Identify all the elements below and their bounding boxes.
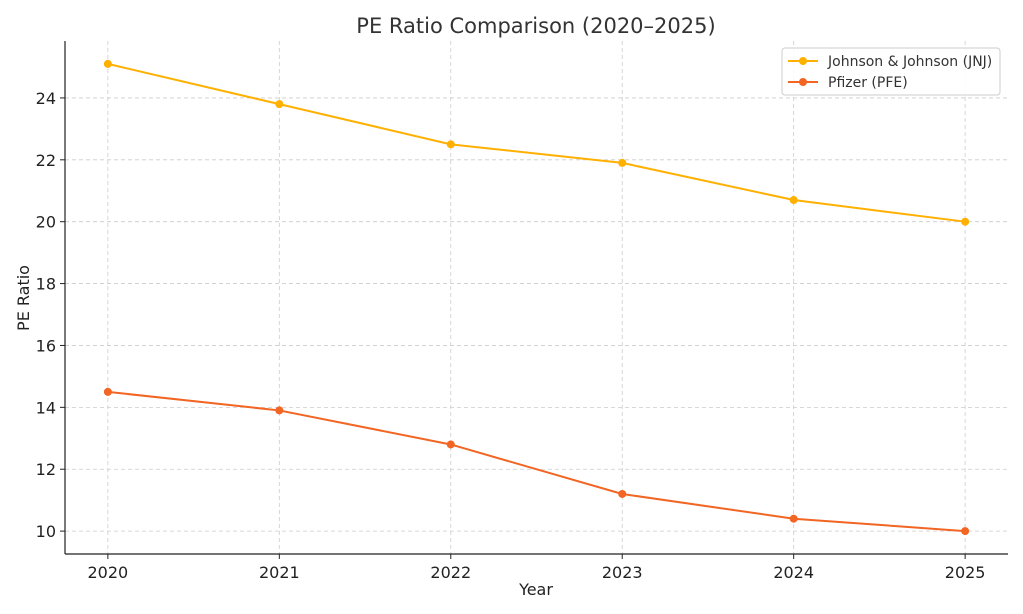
data-point (275, 100, 284, 109)
x-tick-label: 2023 (602, 563, 643, 582)
x-tick-label: 2022 (430, 563, 471, 582)
y-tick-label: 16 (36, 336, 56, 355)
chart-title: PE Ratio Comparison (2020–2025) (356, 14, 715, 38)
legend-marker (799, 78, 807, 86)
series-line-1 (107, 390, 966, 533)
y-tick-label: 14 (36, 398, 56, 417)
x-tick-label: 2025 (945, 563, 986, 582)
axes (64, 41, 1008, 555)
y-tick-label: 22 (36, 151, 56, 170)
legend-marker (799, 57, 807, 65)
x-axis-label: Year (518, 580, 553, 599)
x-tick-label: 2024 (773, 563, 814, 582)
grid (65, 41, 1008, 554)
legend-label: Pfizer (PFE) (828, 75, 908, 91)
y-tick-label: 18 (36, 275, 56, 294)
y-tick-label: 20 (36, 213, 56, 232)
data-point (103, 59, 112, 68)
data-point (618, 489, 627, 498)
data-point (446, 440, 455, 449)
legend-label: Johnson & Johnson (JNJ) (827, 54, 992, 70)
y-tick-label: 12 (36, 460, 56, 479)
data-point (103, 387, 112, 396)
data-point (446, 140, 455, 149)
data-point (961, 527, 970, 536)
data-point (275, 406, 284, 415)
data-point (789, 196, 798, 205)
y-tick-label: 24 (36, 89, 56, 108)
data-point (961, 217, 970, 226)
x-tick-label: 2020 (88, 563, 129, 582)
legend-box (781, 47, 1001, 96)
series-line-0 (107, 62, 966, 223)
y-tick-label: 10 (36, 522, 56, 541)
data-point (618, 158, 627, 167)
data-point (789, 514, 798, 523)
x-tick-label: 2021 (259, 563, 300, 582)
legend: Johnson & Johnson (JNJ) Pfizer (PFE) (781, 47, 1001, 96)
series-group (103, 59, 970, 536)
y-axis-label: PE Ratio (14, 265, 33, 331)
